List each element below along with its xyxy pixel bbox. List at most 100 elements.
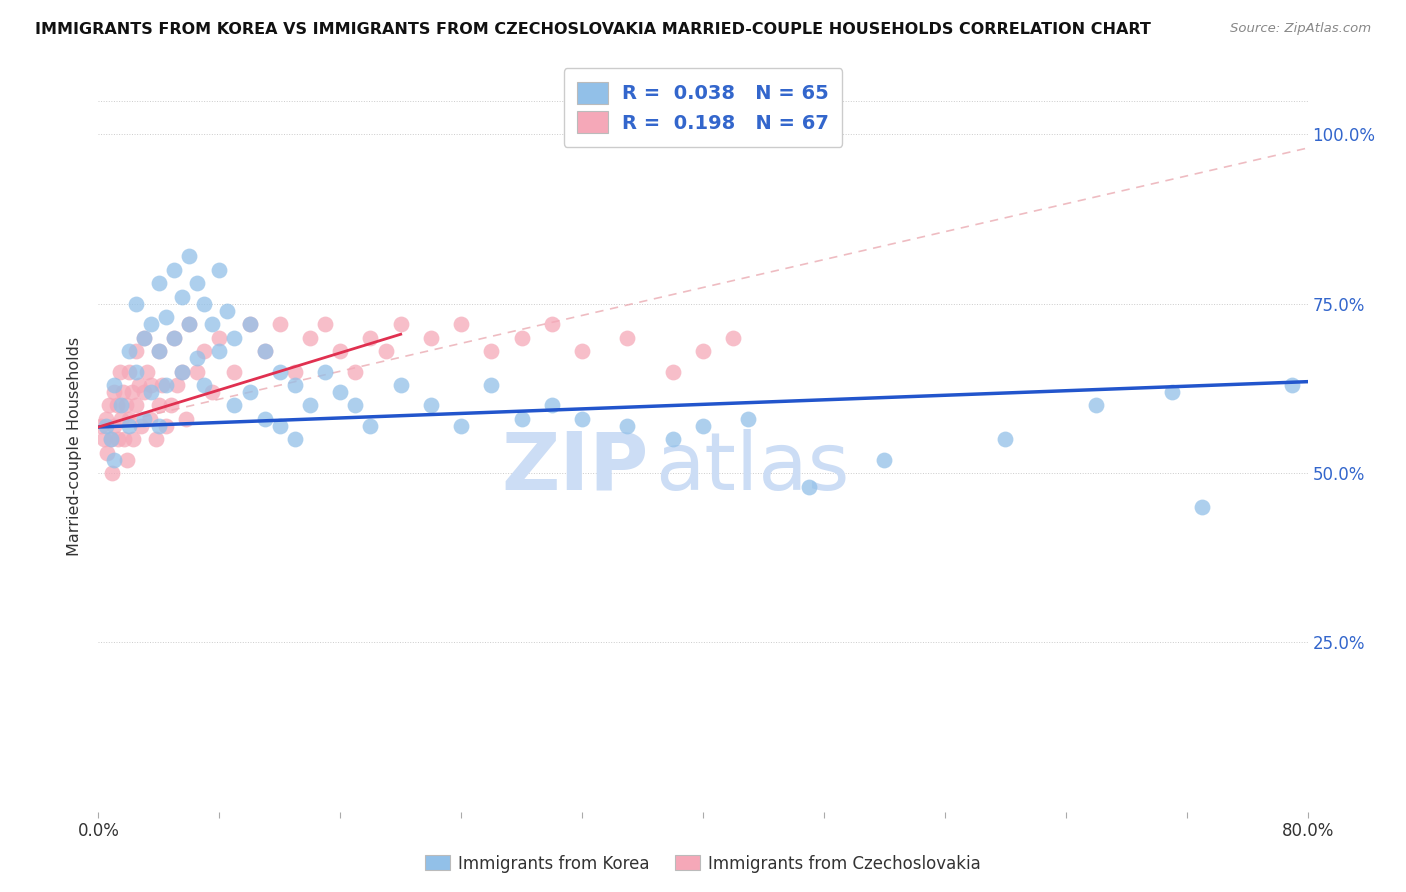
Point bbox=[108, 364, 131, 378]
Point bbox=[148, 277, 170, 291]
Point bbox=[481, 344, 503, 359]
Point bbox=[616, 331, 638, 345]
Point bbox=[166, 378, 188, 392]
Point bbox=[128, 378, 150, 392]
Point bbox=[141, 378, 163, 392]
Text: atlas: atlas bbox=[655, 429, 849, 507]
Legend: Immigrants from Korea, Immigrants from Czechoslovakia: Immigrants from Korea, Immigrants from C… bbox=[419, 848, 987, 880]
Point bbox=[450, 317, 472, 331]
Point bbox=[148, 398, 170, 412]
Point bbox=[797, 480, 820, 494]
Point bbox=[239, 384, 262, 399]
Point bbox=[253, 412, 276, 426]
Point bbox=[132, 331, 155, 345]
Point bbox=[110, 398, 132, 412]
Point bbox=[155, 378, 177, 392]
Point bbox=[269, 317, 291, 331]
Point bbox=[155, 310, 177, 325]
Point bbox=[616, 418, 638, 433]
Point bbox=[186, 364, 208, 378]
Point bbox=[179, 317, 201, 331]
Point bbox=[125, 364, 148, 378]
Point bbox=[737, 412, 759, 426]
Point bbox=[110, 412, 132, 426]
Point bbox=[329, 384, 352, 399]
Text: ZIP: ZIP bbox=[502, 429, 648, 507]
Point bbox=[510, 331, 533, 345]
Point bbox=[314, 364, 336, 378]
Point bbox=[692, 344, 714, 359]
Point bbox=[193, 344, 215, 359]
Point bbox=[253, 344, 276, 359]
Point bbox=[329, 344, 352, 359]
Point bbox=[299, 331, 322, 345]
Point bbox=[135, 364, 157, 378]
Point bbox=[121, 384, 143, 399]
Point bbox=[284, 364, 307, 378]
Point bbox=[510, 412, 533, 426]
Point bbox=[132, 331, 155, 345]
Point bbox=[661, 364, 683, 378]
Point bbox=[1085, 398, 1108, 412]
Point bbox=[107, 432, 129, 446]
Point bbox=[994, 432, 1017, 446]
Point bbox=[90, 418, 112, 433]
Point bbox=[150, 378, 173, 392]
Point bbox=[170, 290, 193, 304]
Point bbox=[118, 344, 141, 359]
Point bbox=[873, 452, 896, 467]
Point bbox=[692, 418, 714, 433]
Point bbox=[193, 378, 215, 392]
Point bbox=[540, 398, 562, 412]
Point bbox=[224, 398, 246, 412]
Point bbox=[98, 398, 121, 412]
Point bbox=[208, 263, 231, 277]
Point bbox=[94, 418, 117, 433]
Point bbox=[103, 418, 125, 433]
Point bbox=[450, 418, 472, 433]
Point bbox=[481, 378, 503, 392]
Point bbox=[215, 303, 238, 318]
Point bbox=[389, 378, 412, 392]
Point bbox=[253, 344, 276, 359]
Point bbox=[155, 418, 177, 433]
Point bbox=[129, 418, 152, 433]
Point bbox=[179, 249, 201, 263]
Point bbox=[105, 398, 128, 412]
Point bbox=[239, 317, 262, 331]
Point bbox=[723, 331, 745, 345]
Point bbox=[103, 384, 125, 399]
Point bbox=[360, 331, 382, 345]
Point bbox=[389, 317, 412, 331]
Point bbox=[186, 351, 208, 365]
Point bbox=[125, 398, 148, 412]
Point bbox=[139, 412, 162, 426]
Point bbox=[344, 364, 367, 378]
Point bbox=[170, 364, 193, 378]
Text: IMMIGRANTS FROM KOREA VS IMMIGRANTS FROM CZECHOSLOVAKIA MARRIED-COUPLE HOUSEHOLD: IMMIGRANTS FROM KOREA VS IMMIGRANTS FROM… bbox=[35, 22, 1152, 37]
Point bbox=[125, 297, 148, 311]
Point bbox=[299, 398, 322, 412]
Point bbox=[269, 418, 291, 433]
Point bbox=[269, 364, 291, 378]
Point bbox=[170, 364, 193, 378]
Point bbox=[661, 432, 683, 446]
Point bbox=[163, 263, 186, 277]
Point bbox=[115, 452, 138, 467]
Point bbox=[163, 331, 186, 345]
Point bbox=[148, 344, 170, 359]
Point bbox=[314, 317, 336, 331]
Text: Source: ZipAtlas.com: Source: ZipAtlas.com bbox=[1230, 22, 1371, 36]
Point bbox=[148, 344, 170, 359]
Point bbox=[1281, 378, 1303, 392]
Point bbox=[420, 331, 443, 345]
Point bbox=[224, 331, 246, 345]
Point bbox=[201, 317, 224, 331]
Point bbox=[208, 331, 231, 345]
Point bbox=[224, 364, 246, 378]
Point bbox=[112, 432, 135, 446]
Point bbox=[100, 432, 122, 446]
Point bbox=[1160, 384, 1182, 399]
Point bbox=[145, 432, 167, 446]
Point bbox=[174, 412, 197, 426]
